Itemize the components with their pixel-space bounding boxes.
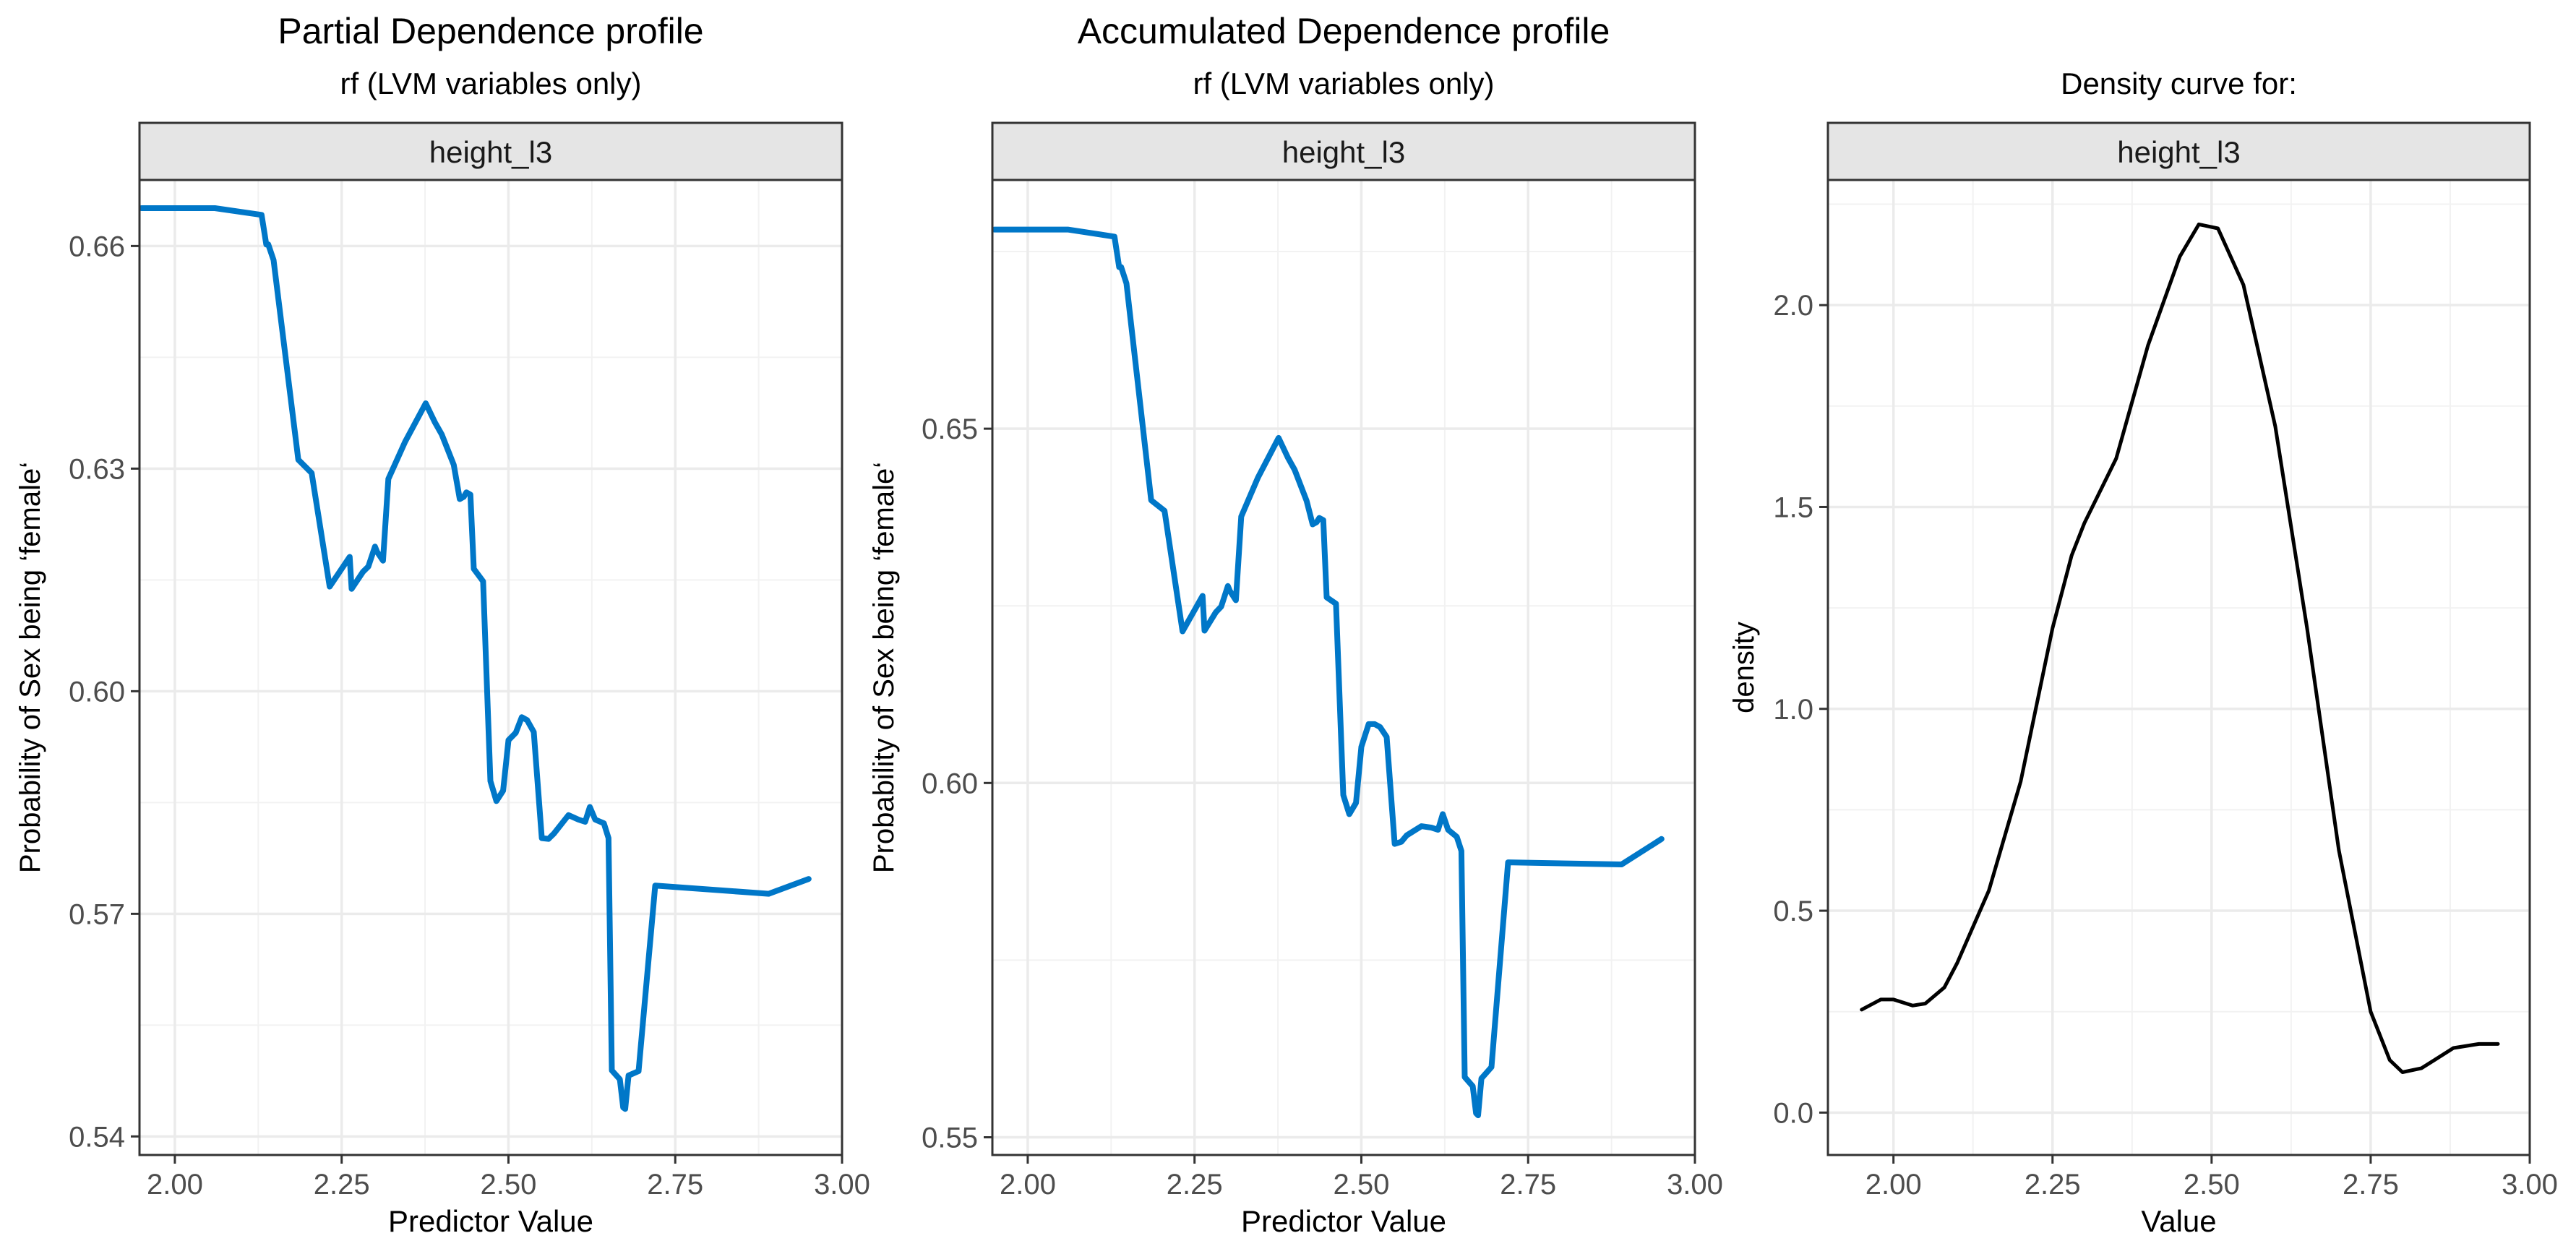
plot-background: [139, 180, 842, 1155]
x-tick-label: 3.00: [814, 1169, 870, 1201]
y-tick-label: 0.60: [922, 768, 978, 799]
x-tick-label: 2.25: [314, 1169, 370, 1201]
plot-background: [1828, 180, 2530, 1155]
series-line-1: [139, 205, 812, 1112]
x-tick-label: 2.00: [147, 1169, 203, 1201]
y-axis-title: Probability of Sex being ‘female‘: [14, 462, 46, 873]
y-tick-label: 0.60: [69, 676, 125, 708]
x-tick-label: 2.75: [2343, 1169, 2399, 1201]
x-tick-label: 2.50: [2184, 1169, 2240, 1201]
x-axis-title: Predictor Value: [1241, 1204, 1446, 1238]
y-tick-label: 2.0: [1773, 290, 1813, 322]
x-tick-label: 2.25: [1167, 1169, 1223, 1201]
x-tick-label: 2.25: [2025, 1169, 2081, 1201]
y-tick-label: 0.55: [922, 1122, 978, 1154]
y-tick-label: 1.0: [1773, 694, 1813, 726]
x-tick-label: 3.00: [1667, 1169, 1723, 1201]
facet-label: height_l3: [1282, 135, 1405, 169]
x-axis-title: Predictor Value: [388, 1204, 593, 1238]
panel-title: Accumulated Dependence profile: [1078, 11, 1610, 51]
panel-subtitle: Density curve for:: [2061, 66, 2297, 100]
panel-1: Partial Dependence profile rf (LVM variab…: [14, 11, 870, 1238]
panel-2: Accumulated Dependence profile rf (LVM va…: [868, 11, 1723, 1238]
facet-label: height_l3: [429, 135, 552, 169]
series-line-1: [992, 226, 1665, 1119]
y-axis-title: Probability of Sex being ‘female‘: [868, 462, 900, 873]
x-tick-label: 2.75: [647, 1169, 703, 1201]
y-tick-label: 0.54: [69, 1121, 125, 1153]
panel-subtitle: rf (LVM variables only): [1193, 66, 1494, 100]
panel-subtitle: rf (LVM variables only): [340, 66, 641, 100]
panel-border: [991, 179, 1696, 1156]
facet-strip: [138, 121, 843, 181]
panel-3: Density curve for: height_l3 2.00 2.25 2.50 2…: [1728, 66, 2558, 1238]
x-tick-label: 2.50: [1334, 1169, 1390, 1201]
x-axis-title: Value: [2141, 1204, 2216, 1238]
facet-label: height_l3: [2117, 135, 2240, 169]
y-axis-title: density: [1728, 622, 1760, 713]
facet-strip: [1826, 121, 2531, 181]
x-tick-label: 2.75: [1500, 1169, 1556, 1201]
x-tick-label: 2.00: [1000, 1169, 1056, 1201]
series-line-1: [1860, 222, 2500, 1074]
y-tick-label: 0.63: [69, 453, 125, 485]
y-tick-label: 0.66: [69, 231, 125, 262]
panel-border: [1826, 179, 2531, 1156]
y-tick-label: 0.57: [69, 898, 125, 930]
gridlines: [1828, 180, 2530, 1155]
y-tick-label: 1.5: [1773, 491, 1813, 523]
y-tick-label: 0.0: [1773, 1097, 1813, 1129]
y-tick-label: 0.5: [1773, 896, 1813, 927]
panel-title: Partial Dependence profile: [278, 11, 703, 51]
x-tick-label: 2.00: [1866, 1169, 1922, 1201]
x-tick-label: 3.00: [2502, 1169, 2558, 1201]
gridlines: [139, 180, 842, 1155]
y-tick-label: 0.65: [922, 413, 978, 445]
x-tick-label: 2.50: [481, 1169, 537, 1201]
panel-border: [138, 179, 843, 1156]
plot-background: [992, 180, 1695, 1155]
